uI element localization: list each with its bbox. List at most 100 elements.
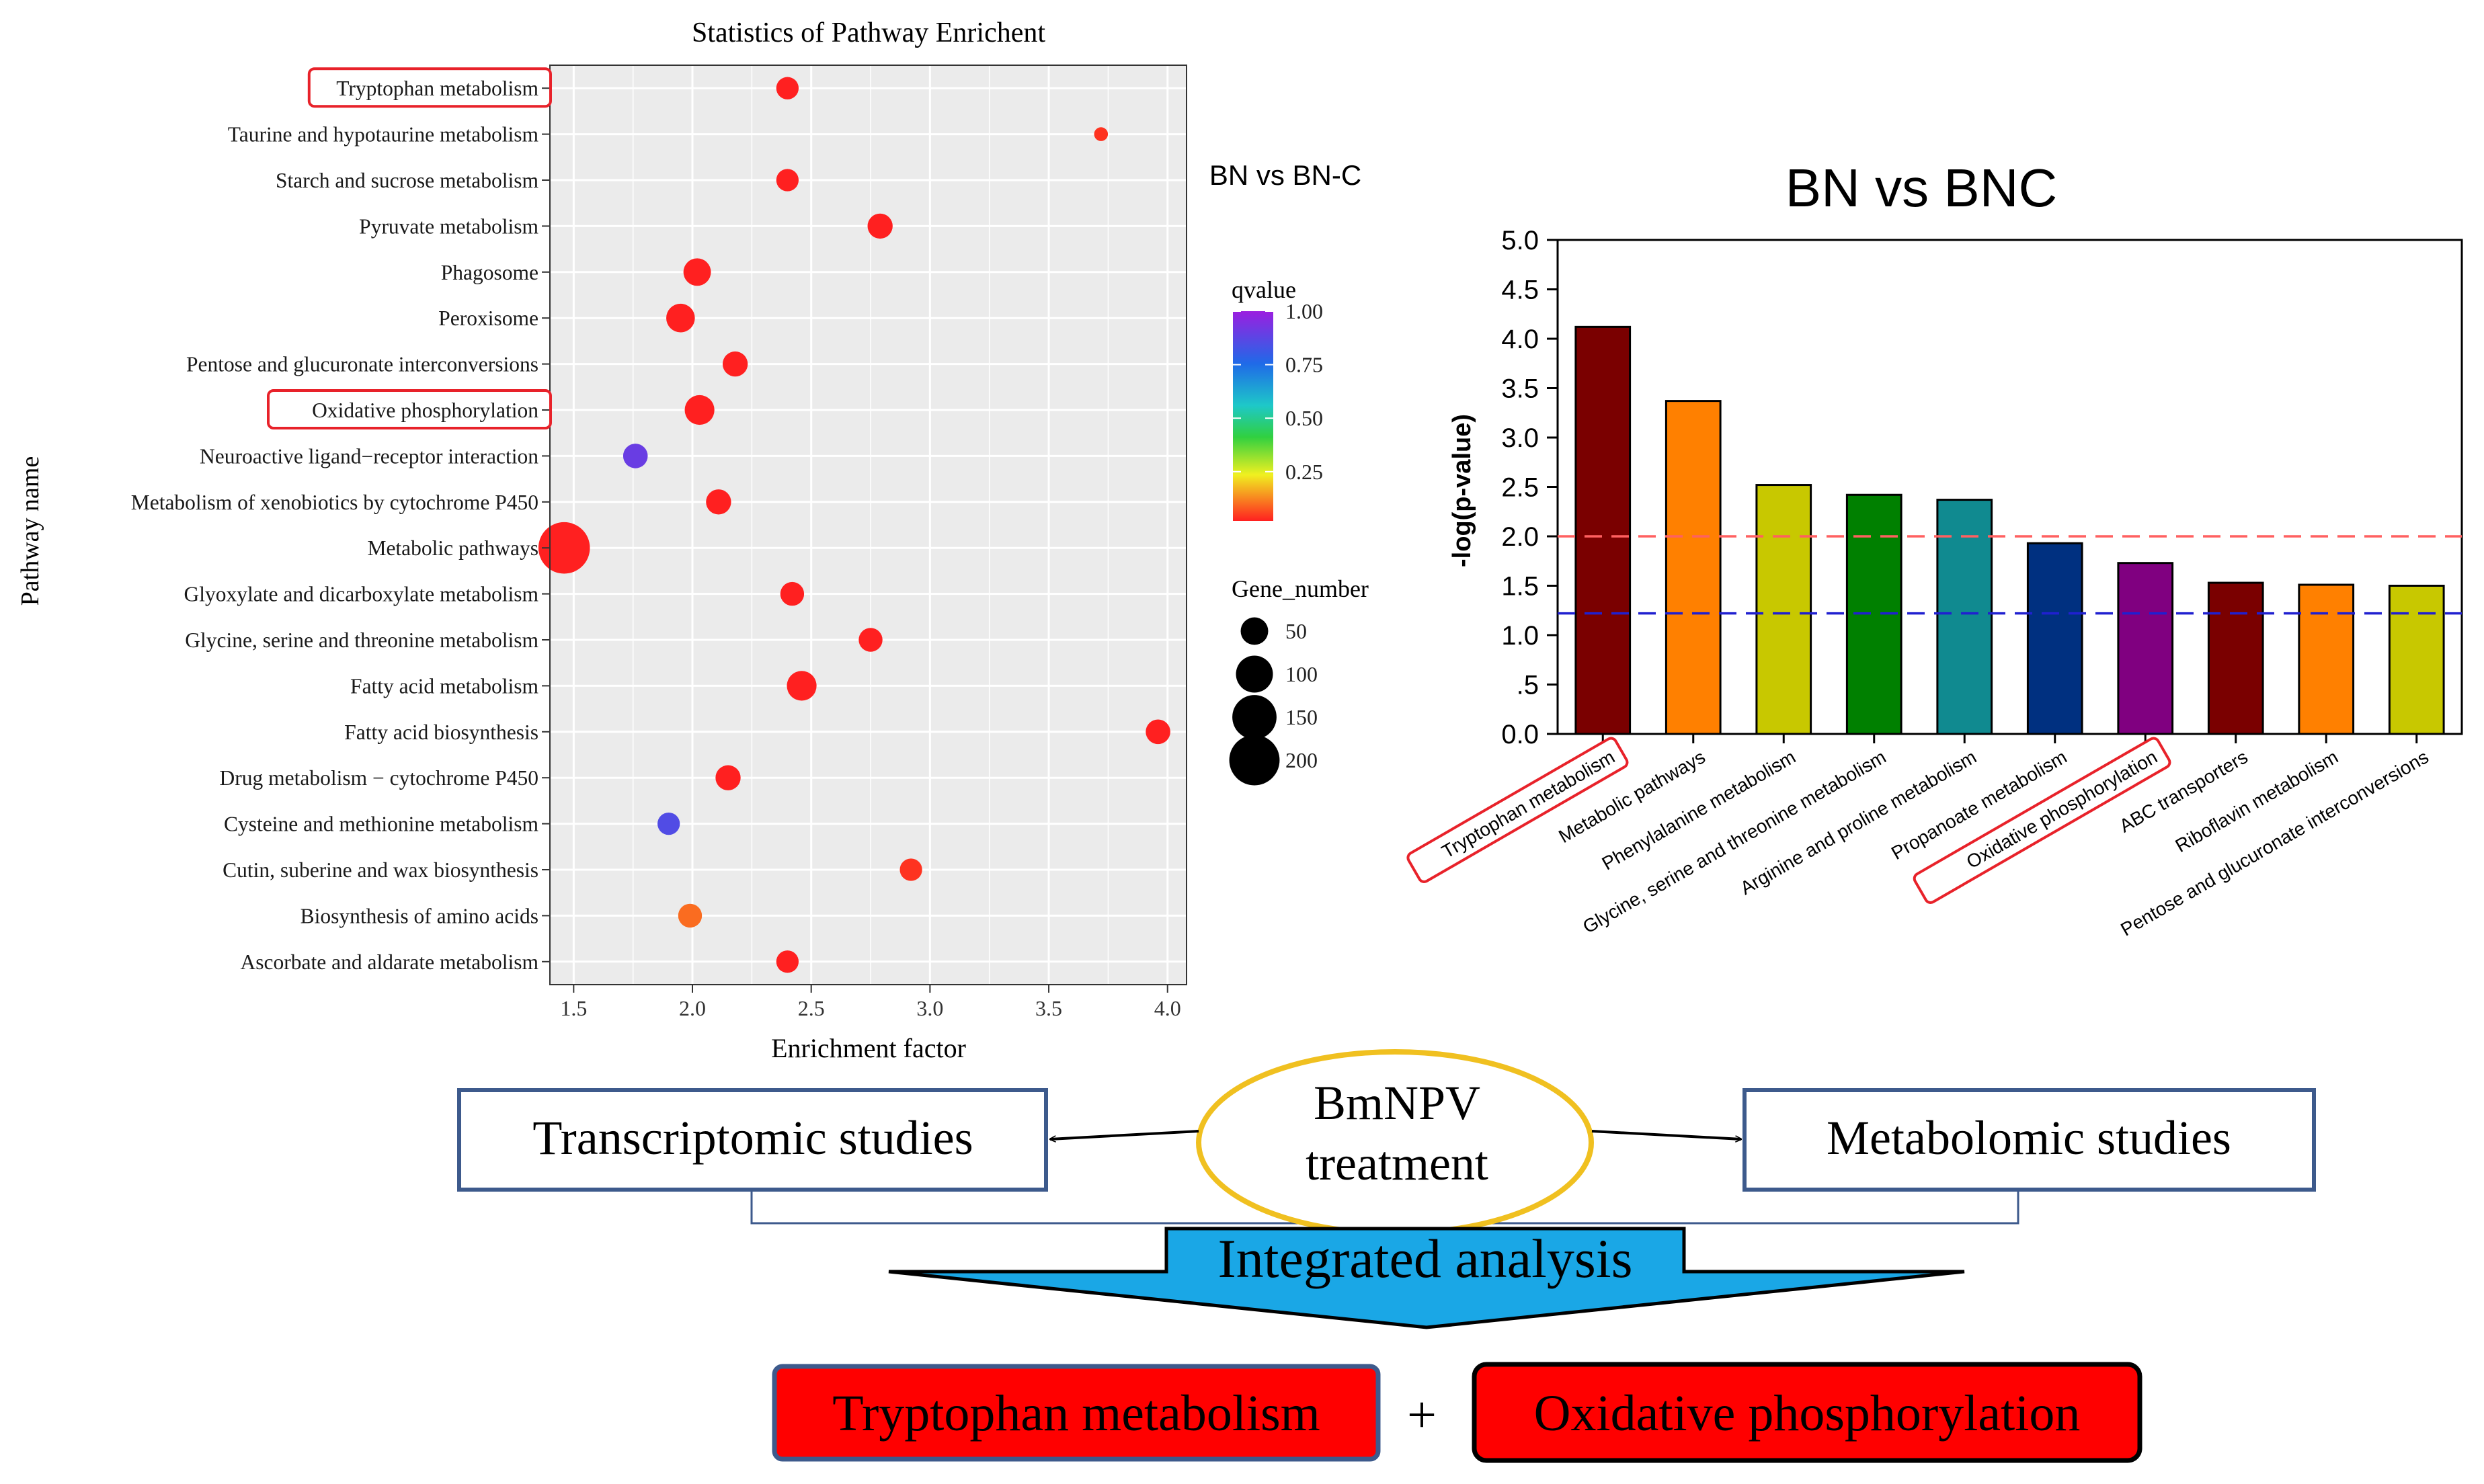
bubble-y-label-19: Ascorbate and aldarate metabolism xyxy=(241,950,539,974)
bar-1 xyxy=(1665,400,1722,735)
bar-y-tick-label-7: 3.5 xyxy=(1501,374,1539,404)
bubble-x-tick-label-2: 2.5 xyxy=(798,996,825,1020)
transcriptomic-label: Transcriptomic studies xyxy=(532,1111,973,1165)
bubble-point-17 xyxy=(899,858,922,881)
bubble-point-15 xyxy=(715,765,741,790)
bubble-y-axis-labels: Tryptophan metabolism Taurine and hypotau… xyxy=(131,77,550,974)
bubble-y-label-8: Neuroactive ligand−receptor interaction xyxy=(200,444,538,468)
transcriptomic-box xyxy=(457,1088,1048,1192)
bubble-plot-panel xyxy=(550,65,1187,985)
bar-2 xyxy=(1755,484,1812,735)
bubble-y-label-7: Oxidative phosphorylation xyxy=(312,399,538,422)
bubble-x-tick-label-4: 3.5 xyxy=(1035,996,1062,1020)
bubble-x-axis-title: Enrichment factor xyxy=(771,1033,966,1063)
bubble-y-label-16: Cysteine and methionine metabolism xyxy=(224,813,539,836)
bubble-plot-border xyxy=(549,65,1187,985)
bubble-point-3 xyxy=(867,213,893,239)
bar-x-label-1: Metabolic pathways xyxy=(1555,746,1708,847)
pathway-enrichment-chart: Statistics of Pathway Enrichent BN vs BN… xyxy=(16,17,1369,1063)
bubble-y-label-15: Drug metabolism − cytochrome P450 xyxy=(220,766,538,790)
bar-9 xyxy=(2388,585,2445,735)
bar-y-tick-label-10: 5.0 xyxy=(1501,226,1539,255)
qvalue-legend-title: qvalue xyxy=(1232,276,1296,303)
bubble-y-label-14: Fatty acid biosynthesis xyxy=(344,720,538,744)
bar-0 xyxy=(1574,325,1632,735)
bar-highlight-box-6 xyxy=(1913,737,2171,904)
bubble-x-tick-label-3: 3.0 xyxy=(916,996,943,1020)
bubble-point-13 xyxy=(787,671,817,701)
bubble-point-5 xyxy=(666,303,695,333)
gene-number-legend-dot-1 xyxy=(1236,655,1273,693)
gene-number-legend-dot-2 xyxy=(1232,695,1277,739)
gene-number-legend-label-2: 150 xyxy=(1285,705,1318,729)
bubble-y-label-13: Fatty acid metabolism xyxy=(350,674,538,698)
treatment-label-line2: treatment xyxy=(1306,1137,1488,1190)
result-oxidative-label: Oxidative phosphorylation xyxy=(1534,1385,2081,1442)
bubble-highlight-box-7 xyxy=(267,389,552,429)
bar-7 xyxy=(2207,581,2264,735)
bubble-chart-title: Statistics of Pathway Enrichent xyxy=(692,17,1045,48)
treatment-label-line1: BmNPV xyxy=(1314,1076,1480,1130)
bubble-y-label-1: Taurine and hypotaurine metabolism xyxy=(228,123,539,147)
plus-sign: + xyxy=(1407,1385,1437,1444)
qvalue-legend-ticks: 1.00 0.75 0.50 0.25 xyxy=(1233,299,1323,484)
bar-threshold-lines xyxy=(1558,535,2462,615)
bar-y-tick-label-8: 4.0 xyxy=(1501,325,1539,354)
bubble-chart-subtitle: BN vs BN-C xyxy=(1209,159,1361,191)
bubble-point-8 xyxy=(623,444,648,468)
integrated-analysis-label: Integrated analysis xyxy=(1217,1228,1632,1289)
bar-y-tick-label-2: 1.0 xyxy=(1501,621,1539,651)
bubble-highlight-box-0 xyxy=(307,67,552,108)
bubble-point-11 xyxy=(780,581,805,606)
integrated-analysis-arrow xyxy=(888,1227,1965,1329)
bubble-x-tick-label-1: 2.0 xyxy=(679,996,706,1020)
bar-x-label-9: Pentose and glucuronate interconversions xyxy=(2117,746,2432,940)
bar-x-label-0: Tryptophan metabolism xyxy=(1438,746,1618,862)
bar-plot-border xyxy=(1556,239,2463,735)
bubble-y-label-6: Pentose and glucuronate interconversions xyxy=(186,353,538,376)
gene-number-legend-items: 50 100 150 200 xyxy=(1229,617,1318,786)
bubble-point-12 xyxy=(858,628,883,652)
gene-number-legend-dot-0 xyxy=(1240,617,1269,645)
bubble-y-label-5: Peroxisome xyxy=(438,306,538,330)
gene-number-legend-label-0: 50 xyxy=(1285,619,1307,643)
bubble-y-label-4: Phagosome xyxy=(441,261,538,284)
bar-series xyxy=(1574,325,2445,735)
bubble-x-axis-ticks: 1.5 2.0 2.5 3.0 3.5 4.0 xyxy=(560,985,1181,1020)
bar-y-tick-label-3: 1.5 xyxy=(1501,572,1539,602)
bubble-y-label-12: Glycine, serine and threonine metabolism xyxy=(185,628,538,652)
bubble-point-19 xyxy=(776,950,799,973)
arrow-to-transcriptomic xyxy=(1050,1130,1199,1139)
gene-number-legend-dot-3 xyxy=(1229,735,1280,786)
bar-y-axis-ticks: 0.0 .5 1.0 1.5 2.0 2.5 3.0 3.5 4.0 4.5 5.0 xyxy=(1501,226,1558,749)
bubble-point-7 xyxy=(684,395,715,425)
pvalue-bar-chart: BN vs BNC -log(p-value) 0.0 .5 1.0 1.5 2.0 2.… xyxy=(1406,158,2463,940)
bar-chart-y-axis-title: -log(p-value) xyxy=(1448,414,1476,567)
qvalue-tick-label-0: 1.00 xyxy=(1285,299,1323,323)
bubble-y-label-18: Biosynthesis of amino acids xyxy=(301,904,538,928)
bubble-point-10 xyxy=(538,522,590,574)
qvalue-legend: qvalue 1.00 0.75 0.50 0.25 xyxy=(1232,276,1323,521)
bar-x-label-8: Riboflavin metabolism xyxy=(2172,746,2342,856)
bubble-y-label-10: Metabolic pathways xyxy=(367,536,538,560)
bubble-point-4 xyxy=(683,258,711,286)
bubble-y-label-2: Starch and sucrose metabolism xyxy=(276,169,539,192)
gene-number-legend-title: Gene_number xyxy=(1232,575,1369,602)
bar-highlight-boxes xyxy=(1406,737,2171,904)
bubble-point-9 xyxy=(706,489,731,515)
bubble-y-axis-title: Pathway name xyxy=(16,456,44,606)
bar-y-tick-label-5: 2.5 xyxy=(1501,473,1539,503)
bubble-point-0 xyxy=(776,77,799,99)
bubble-point-18 xyxy=(678,903,703,928)
bubble-points xyxy=(538,77,1170,973)
bubble-point-1 xyxy=(1094,127,1109,141)
qvalue-colorbar xyxy=(1233,311,1273,521)
bubble-x-tick-label-5: 4.0 xyxy=(1154,996,1181,1020)
bubble-y-label-9: Metabolism of xenobiotics by cytochrome … xyxy=(131,491,538,514)
bubble-point-16 xyxy=(657,812,680,835)
bubble-y-label-17: Cutin, suberine and wax biosynthesis xyxy=(223,858,538,882)
metabolomic-label: Metabolomic studies xyxy=(1827,1111,2231,1165)
arrow-to-metabolomic xyxy=(1591,1130,1741,1139)
metabolomic-box xyxy=(1742,1088,2316,1192)
